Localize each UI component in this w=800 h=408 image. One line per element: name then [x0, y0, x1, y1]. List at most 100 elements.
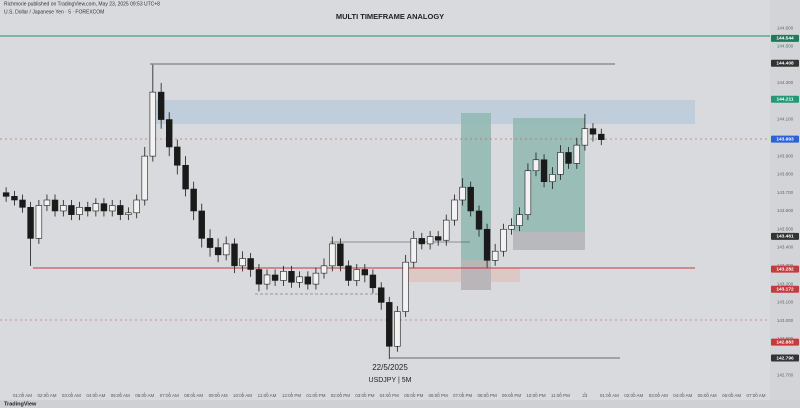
candle-body: [214, 247, 222, 256]
y-tick-label: 143.200: [777, 281, 794, 286]
candle-body: [573, 144, 581, 164]
pair-label: USDJPY | 5M: [369, 377, 412, 384]
x-tick-label: 05:00 AM: [111, 393, 130, 398]
candle-body: [589, 128, 597, 135]
candle-body: [247, 258, 254, 270]
candle-body: [271, 274, 279, 281]
y-tick-label: 143.600: [777, 208, 794, 213]
y-tick-label: 143.000: [777, 318, 794, 323]
candle-body: [174, 146, 181, 166]
price-marker: [771, 135, 799, 143]
x-tick-label: 05:00 AM: [698, 393, 717, 398]
x-tick-label: 09:00 PM: [502, 393, 522, 398]
candle-body: [581, 128, 589, 146]
x-tick-label: 07:00 AM: [747, 393, 766, 398]
candle-body: [540, 159, 548, 183]
price-marker-label: 143.461: [776, 234, 794, 240]
y-tick-label: 143.700: [777, 190, 794, 195]
y-tick-label: 144.500: [777, 44, 794, 49]
candle-body: [402, 261, 409, 312]
candle-body: [304, 276, 312, 285]
candle-body: [549, 174, 556, 183]
price-marker: [771, 285, 799, 293]
candle-body: [443, 219, 450, 241]
candle-body: [361, 269, 369, 276]
x-tick-label: 23: [582, 393, 588, 398]
x-tick-label: 03:00 AM: [62, 393, 81, 398]
candle-body: [565, 152, 572, 164]
y-tick-label: 144.300: [777, 80, 794, 85]
x-tick-label: 10:00 PM: [526, 393, 546, 398]
x-tick-label: 01:00 AM: [600, 393, 619, 398]
candle-body: [345, 265, 352, 281]
footer-bg: [0, 400, 800, 408]
date-label: 22/5/2025: [372, 363, 408, 372]
price-marker: [771, 338, 799, 346]
candle-body: [149, 91, 157, 157]
candle-body: [451, 199, 458, 221]
y-tick-label: 143.300: [777, 263, 794, 268]
x-tick-label: 07:00 PM: [453, 393, 473, 398]
candle-body: [394, 311, 401, 347]
candle-body: [386, 302, 393, 347]
candle-body: [410, 238, 417, 263]
price-marker: [771, 34, 799, 42]
candle-body: [11, 196, 18, 201]
candle-body: [255, 269, 263, 285]
candle-body: [491, 250, 499, 261]
candle-body: [35, 205, 43, 239]
long-stop: [461, 260, 491, 290]
candle-body: [60, 205, 67, 212]
candle-body: [109, 205, 116, 212]
y-tick-label: 143.400: [777, 245, 794, 250]
y-tick-label: 143.500: [777, 226, 794, 231]
candle-body: [222, 243, 230, 256]
candle-body: [418, 238, 426, 245]
long-target: [513, 118, 585, 232]
candle-body: [524, 170, 532, 215]
brand: TradingView: [4, 401, 37, 407]
x-tick-label: 02:00 AM: [624, 393, 643, 398]
candle-body: [92, 203, 100, 212]
x-tick-label: 07:00 AM: [160, 393, 179, 398]
x-tick-label: 06:00 AM: [135, 393, 154, 398]
candle-body: [532, 159, 540, 172]
price-marker: [771, 354, 799, 362]
price-marker-label: 143.282: [776, 266, 794, 272]
x-tick-label: 04:00 PM: [380, 393, 400, 398]
candle-body: [100, 203, 108, 212]
candle-body: [206, 238, 214, 248]
candle-body: [312, 272, 320, 285]
price-marker: [771, 59, 799, 67]
price-marker-label: 144.408: [776, 60, 794, 66]
price-marker: [771, 265, 799, 273]
y-tick-label: 144.600: [777, 25, 794, 30]
candle-body: [182, 164, 189, 190]
price-marker-label: 143.993: [776, 136, 794, 142]
candle-body: [369, 274, 377, 289]
y-tick-label: 144.100: [777, 117, 794, 122]
candle-body: [2, 192, 10, 197]
candle-body: [280, 271, 287, 281]
x-tick-label: 04:00 AM: [673, 393, 692, 398]
x-tick-label: 06:00 PM: [429, 393, 449, 398]
published: Richmorie published on TradingView.com, …: [4, 1, 160, 7]
candle-body: [320, 265, 328, 274]
x-tick-label: 06:00 AM: [722, 393, 741, 398]
price-marker-label: 144.211: [776, 97, 793, 103]
candle-body: [76, 207, 83, 215]
supply-zone: [150, 100, 695, 124]
x-tick-label: 08:00 PM: [477, 393, 497, 398]
candle-body: [133, 199, 140, 214]
x-tick-label: 01:00 AM: [13, 393, 32, 398]
y-tick-label: 143.100: [777, 300, 794, 305]
candle-body: [329, 243, 336, 267]
candle-body: [475, 210, 483, 230]
x-tick-label: 12:00 PM: [282, 393, 302, 398]
candle-body: [19, 199, 26, 208]
candle-body: [288, 271, 295, 283]
x-tick-label: 01:00 PM: [306, 393, 326, 398]
price-marker-label: 144.544: [776, 36, 794, 42]
candle-body: [500, 228, 507, 252]
